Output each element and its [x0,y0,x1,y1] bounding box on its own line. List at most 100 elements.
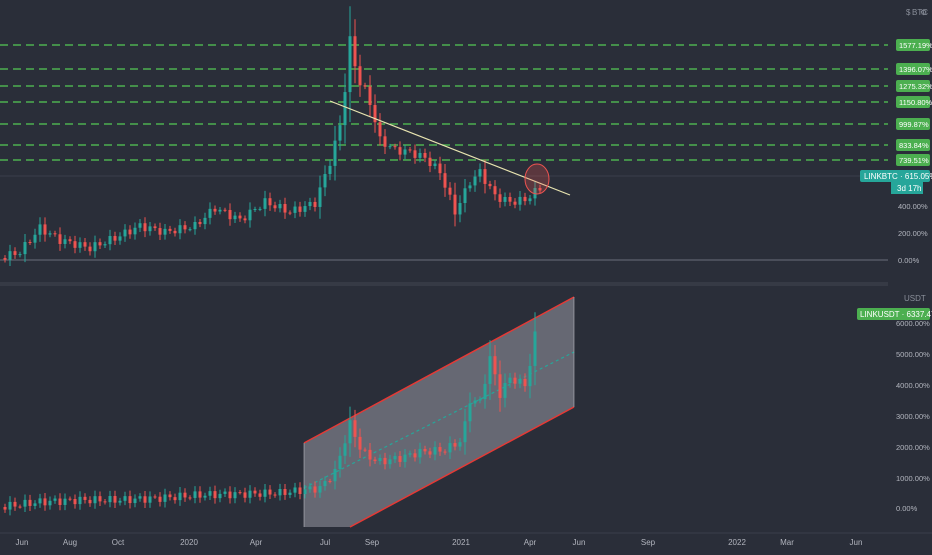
candle-body [148,226,152,232]
top-price-panel[interactable] [0,6,888,266]
candle-body [403,454,407,462]
resistance-level-tag [896,154,930,166]
top-axis-tick-label: 400.00% [898,202,928,211]
resistance-level-tag [896,80,930,92]
candle-body [518,378,522,384]
bottom-axis-tick-label: 6000.00% [896,319,930,328]
channel-upper-line[interactable] [303,296,575,444]
channel-lower-line[interactable] [349,406,575,528]
bottom-axis-tick-label: 2000.00% [896,443,930,452]
linkbtc-price-label: LINKBTC · 615.05% [864,172,932,181]
currency-icon: $ BTC [906,8,928,17]
resistance-level-label: 739.51% [899,156,929,165]
linkusdt-price-tag[interactable] [857,308,930,320]
candle-body [133,227,137,235]
candle-body [523,196,527,202]
bottom-price-panel[interactable] [3,296,575,528]
candle-body [23,242,27,255]
candle-body [203,217,207,225]
candle-body [103,244,107,246]
candle-body [153,496,157,498]
candle-body [3,507,7,510]
candle-body [13,251,17,255]
channel-midline [303,351,575,489]
candle-body [468,185,472,189]
candle-body [473,400,477,404]
candle-body [188,229,192,231]
candle-body [308,201,312,207]
candle-body [528,198,532,202]
candle-body [128,496,132,504]
pane-divider[interactable] [0,282,932,286]
candle-body [458,442,462,447]
candle-body [358,436,362,450]
candle-body [228,491,232,499]
resistance-levels [0,44,888,161]
top-axis-tick-label: 0.00% [898,256,920,265]
candle-body [53,233,57,235]
x-axis-label: Sep [641,538,656,547]
candle-body [283,489,287,495]
candle-body [303,489,307,494]
candle-body [298,487,302,494]
candle-body [143,223,147,232]
candle-body [28,499,32,506]
candle-body [118,500,122,503]
candle-body [163,494,167,502]
candle-body [243,218,247,221]
candle-body [333,468,337,482]
candle-body [73,241,77,248]
settings-icon[interactable]: ⚙ [920,8,927,17]
candle-body [373,105,377,123]
candle-body [348,36,352,93]
candle-body [188,497,192,499]
candle-body [463,421,467,443]
linkbtc-price-tag[interactable] [860,170,930,182]
candle-body [28,242,32,244]
candle-body [233,492,237,499]
candle-body [83,496,87,500]
ascending-channel[interactable] [304,297,574,527]
candle-body [18,506,22,508]
candle-body [378,457,382,462]
candle-body [8,251,12,260]
countdown-label: 3d 17h [897,184,921,193]
candle-body [458,203,462,215]
candle-body [263,489,267,497]
candle-body [438,447,442,452]
candle-body [363,85,367,87]
candle-body [358,66,362,86]
candle-body [108,496,112,503]
candle-body [83,242,87,247]
resistance-level-tag [896,139,930,151]
candle-body [498,374,502,398]
candle-body [168,228,172,231]
candle-body [233,215,237,220]
candle-body [223,491,227,494]
candle-body [178,225,182,234]
top-currency-label: BTC [912,8,928,17]
candle-body [173,230,177,234]
candle-body [88,499,92,504]
candle-body [518,196,522,205]
candle-body [478,169,482,177]
candle-body [373,459,377,462]
candle-body [523,378,527,387]
candle-body [318,187,322,207]
price-axis[interactable]: $ BTC ⚙ USDT 200.00% 400.00% 0.00% 6000.00… [857,0,932,550]
descending-trendline[interactable] [329,100,571,196]
candle-body [493,186,497,195]
candle-body [123,496,127,501]
candle-body [168,494,172,498]
candle-body [213,491,217,499]
candle-body [323,481,327,487]
candle-body [93,242,97,252]
candle-body [68,239,72,242]
breakout-circle[interactable] [524,163,550,195]
resistance-level-tag [896,63,930,75]
candle-body [333,140,337,166]
time-axis[interactable]: Jun Aug Oct 2020 Apr Jul Sep 2021 Apr Jun Sep 2022 M… [0,532,932,550]
x-axis-label: Sep [365,538,380,547]
